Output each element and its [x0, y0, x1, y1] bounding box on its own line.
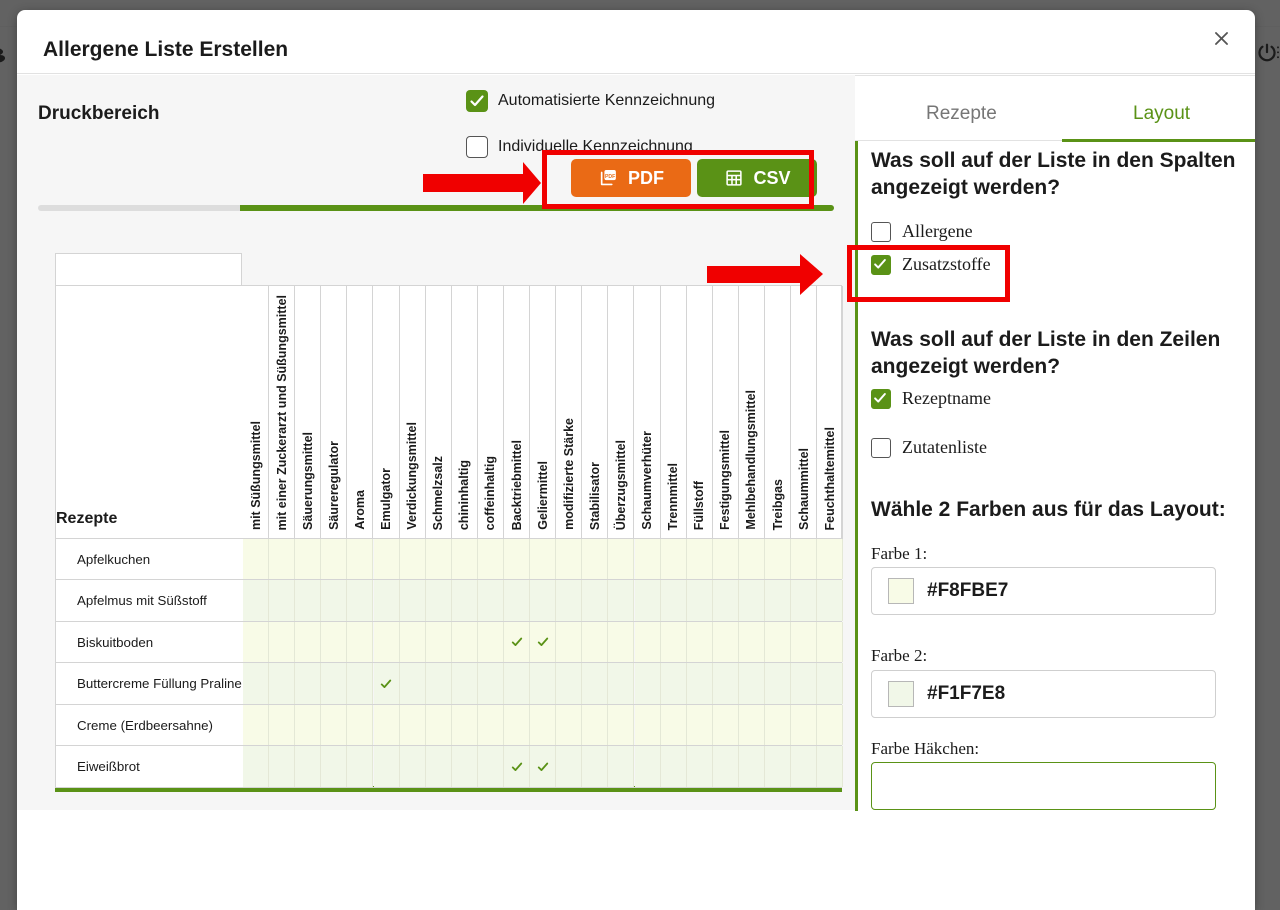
svg-text:PDF: PDF: [605, 174, 615, 180]
